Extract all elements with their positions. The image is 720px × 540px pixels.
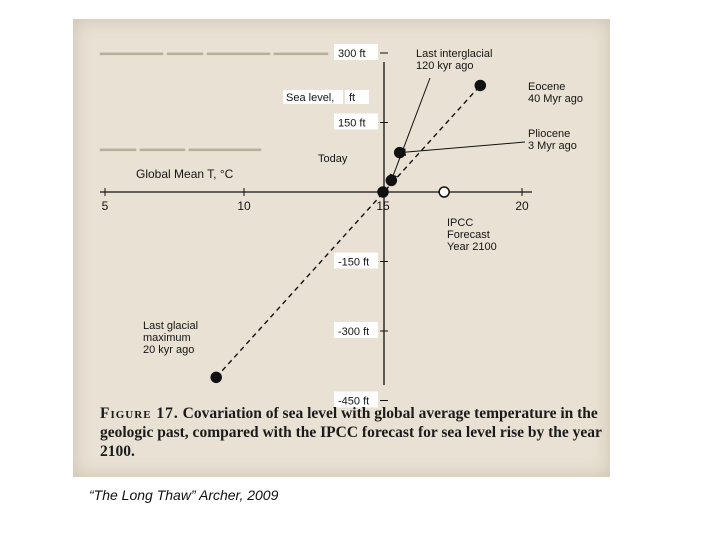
y-tick-label: -150 ft: [338, 256, 369, 268]
leader-arrow: [389, 77, 431, 183]
x-tick-label: 5: [102, 199, 109, 213]
bleed-through-text: ━━━━━━━ ━━━━ ━━━━━━━ ━━━━━━: [100, 47, 328, 63]
source-credit: “The Long Thaw” Archer, 2009: [89, 487, 279, 503]
point-label: 3 Myr ago: [528, 140, 577, 152]
trend-line-dashed: [215, 84, 481, 378]
leader-lines: [389, 77, 526, 183]
y-tick-label-bg: [334, 44, 378, 61]
chart-ticks: 5 10 15 20 300 ft 150 ft -150 ft -300 ft -450 ft: [102, 44, 529, 408]
trend-line-layer: [215, 84, 481, 378]
y-tick-label-bg: [334, 252, 378, 269]
figure-label: Figure 17.: [100, 405, 179, 422]
y-tick-label-bg: [334, 391, 378, 408]
data-point-filled: [210, 371, 222, 384]
figure-caption-text: Covariation of sea level with global ave…: [100, 405, 602, 460]
x-tick-label: 15: [376, 199, 390, 213]
y-tick-label: -300 ft: [338, 326, 369, 338]
point-label: 120 kyr ago: [416, 60, 473, 72]
data-points: [210, 79, 487, 384]
point-label: 20 kyr ago: [143, 344, 194, 356]
point-label: maximum: [143, 332, 191, 344]
point-label: Forecast: [447, 229, 490, 241]
y-axis-unit: ft: [349, 92, 355, 104]
y-tick-label-bg: [334, 113, 378, 130]
y-tick-label: -450 ft: [338, 395, 369, 407]
y-axis-title: Sea level,: [286, 92, 334, 104]
data-point-filled: [377, 186, 389, 198]
axis-titles: Sea level, ft Global Mean T, °C: [136, 90, 369, 181]
data-point-filled: [393, 146, 406, 159]
data-point-filled: [474, 79, 487, 92]
data-point-open: [438, 186, 450, 198]
y-axis-unit-bg: [345, 90, 369, 104]
x-tick-label: 20: [515, 199, 529, 213]
point-label: IPCC: [447, 217, 473, 229]
figure-caption: Figure 17. Covariation of sea level with…: [100, 404, 605, 461]
y-tick-label: 150 ft: [338, 118, 366, 130]
point-label: Eocene: [528, 81, 565, 93]
x-tick-label: 10: [237, 199, 251, 213]
y-axis-title-bg: [283, 90, 343, 104]
y-tick-label: 300 ft: [338, 48, 366, 60]
x-axis-title: Global Mean T, °C: [136, 167, 234, 181]
data-point-filled: [385, 174, 398, 187]
point-label: Year 2100: [447, 241, 497, 253]
leader-arrow: [397, 141, 526, 157]
point-label: Last glacial: [143, 320, 198, 332]
point-label: Last interglacial: [416, 48, 492, 60]
point-label: Pliocene: [528, 128, 570, 140]
bleed-through-text: ━━━━ ━━━━━ ━━━━━━━━: [100, 143, 262, 159]
y-tick-label-bg: [334, 321, 378, 338]
point-label: 40 Myr ago: [528, 93, 583, 105]
point-label: Today: [318, 153, 348, 165]
